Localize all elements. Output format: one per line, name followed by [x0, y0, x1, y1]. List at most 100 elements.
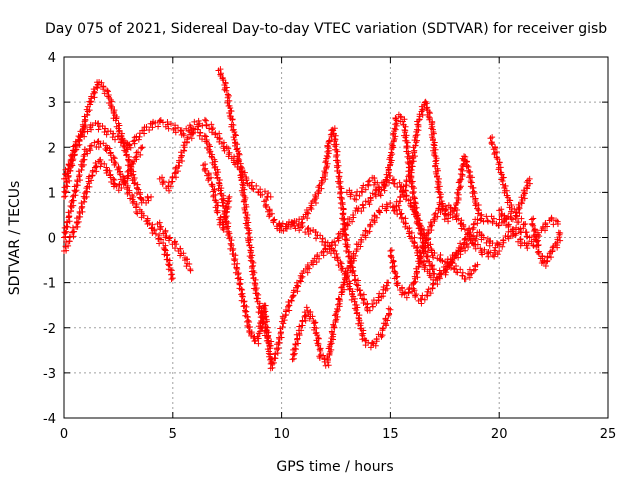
data-point — [305, 210, 312, 217]
data-point — [72, 192, 79, 199]
data-point — [338, 189, 345, 196]
data-point — [239, 170, 246, 177]
data-point — [518, 215, 525, 222]
data-point — [445, 218, 452, 225]
x-axis-label: GPS time / hours — [276, 459, 393, 475]
data-point — [357, 243, 364, 250]
data-point — [391, 128, 398, 135]
data-point — [208, 153, 215, 160]
data-point — [526, 234, 533, 241]
data-point — [374, 179, 381, 186]
data-point — [294, 335, 301, 342]
data-points — [61, 66, 564, 372]
data-point — [353, 307, 360, 314]
data-point — [491, 247, 498, 254]
data-point — [124, 184, 131, 191]
data-point — [387, 162, 394, 169]
data-point — [453, 262, 460, 269]
data-point — [366, 177, 373, 184]
data-point — [498, 206, 505, 213]
series-arc-k — [274, 218, 394, 351]
data-point — [479, 251, 486, 258]
data-point — [248, 244, 255, 251]
data-point — [219, 225, 226, 232]
data-point — [231, 136, 238, 143]
data-point — [341, 227, 348, 234]
data-point — [199, 136, 206, 143]
data-point — [318, 180, 325, 187]
data-point — [76, 213, 83, 220]
data-point — [327, 341, 334, 348]
data-point — [102, 125, 109, 132]
data-point — [409, 178, 416, 185]
data-point — [166, 261, 173, 268]
data-point — [297, 277, 304, 284]
data-point — [484, 250, 491, 257]
data-point — [227, 113, 234, 120]
data-point — [201, 116, 208, 123]
data-point — [524, 185, 531, 192]
data-point — [421, 266, 428, 273]
data-point — [325, 150, 332, 157]
data-point — [295, 283, 302, 290]
data-point — [246, 229, 253, 236]
data-point — [249, 185, 256, 192]
data-point — [330, 324, 337, 331]
data-point — [268, 210, 275, 217]
data-point — [462, 153, 469, 160]
data-point — [74, 142, 81, 149]
data-point — [86, 145, 93, 152]
data-point — [447, 264, 454, 271]
data-point — [234, 145, 241, 152]
data-point — [412, 132, 419, 139]
data-point — [140, 212, 147, 219]
data-point — [415, 264, 422, 271]
data-point — [73, 187, 80, 194]
data-point — [229, 116, 236, 123]
data-point — [424, 292, 431, 299]
data-point — [430, 141, 437, 148]
data-point — [316, 255, 323, 262]
data-point — [81, 198, 88, 205]
data-point — [315, 184, 322, 191]
data-point — [155, 123, 162, 130]
data-point — [257, 314, 264, 321]
data-point — [398, 114, 405, 121]
data-point — [372, 193, 379, 200]
data-point — [418, 230, 425, 237]
data-point — [434, 213, 441, 220]
data-point — [101, 160, 108, 167]
data-point — [230, 126, 237, 133]
data-point — [304, 269, 311, 276]
data-point — [187, 266, 194, 273]
data-point — [186, 260, 193, 267]
data-point — [451, 207, 458, 214]
data-point — [234, 260, 241, 267]
data-point — [245, 239, 252, 246]
data-point — [354, 282, 361, 289]
data-point — [488, 139, 495, 146]
data-point — [500, 239, 507, 246]
data-point — [125, 189, 132, 196]
data-point — [97, 156, 104, 163]
data-point — [494, 242, 501, 249]
data-point — [236, 157, 243, 164]
data-point — [424, 253, 431, 260]
data-point — [429, 285, 436, 292]
data-point — [460, 157, 467, 164]
data-point — [323, 165, 330, 172]
data-point — [554, 242, 561, 249]
data-point — [213, 171, 220, 178]
data-point — [165, 235, 172, 242]
data-point — [367, 344, 374, 351]
data-point — [127, 144, 134, 151]
data-point — [225, 145, 232, 152]
data-point — [459, 167, 466, 174]
data-point — [353, 192, 360, 199]
data-point — [228, 237, 235, 244]
data-point — [216, 135, 223, 142]
data-point — [229, 251, 236, 258]
data-point — [104, 88, 111, 95]
data-point — [458, 166, 465, 173]
data-point — [217, 71, 224, 78]
